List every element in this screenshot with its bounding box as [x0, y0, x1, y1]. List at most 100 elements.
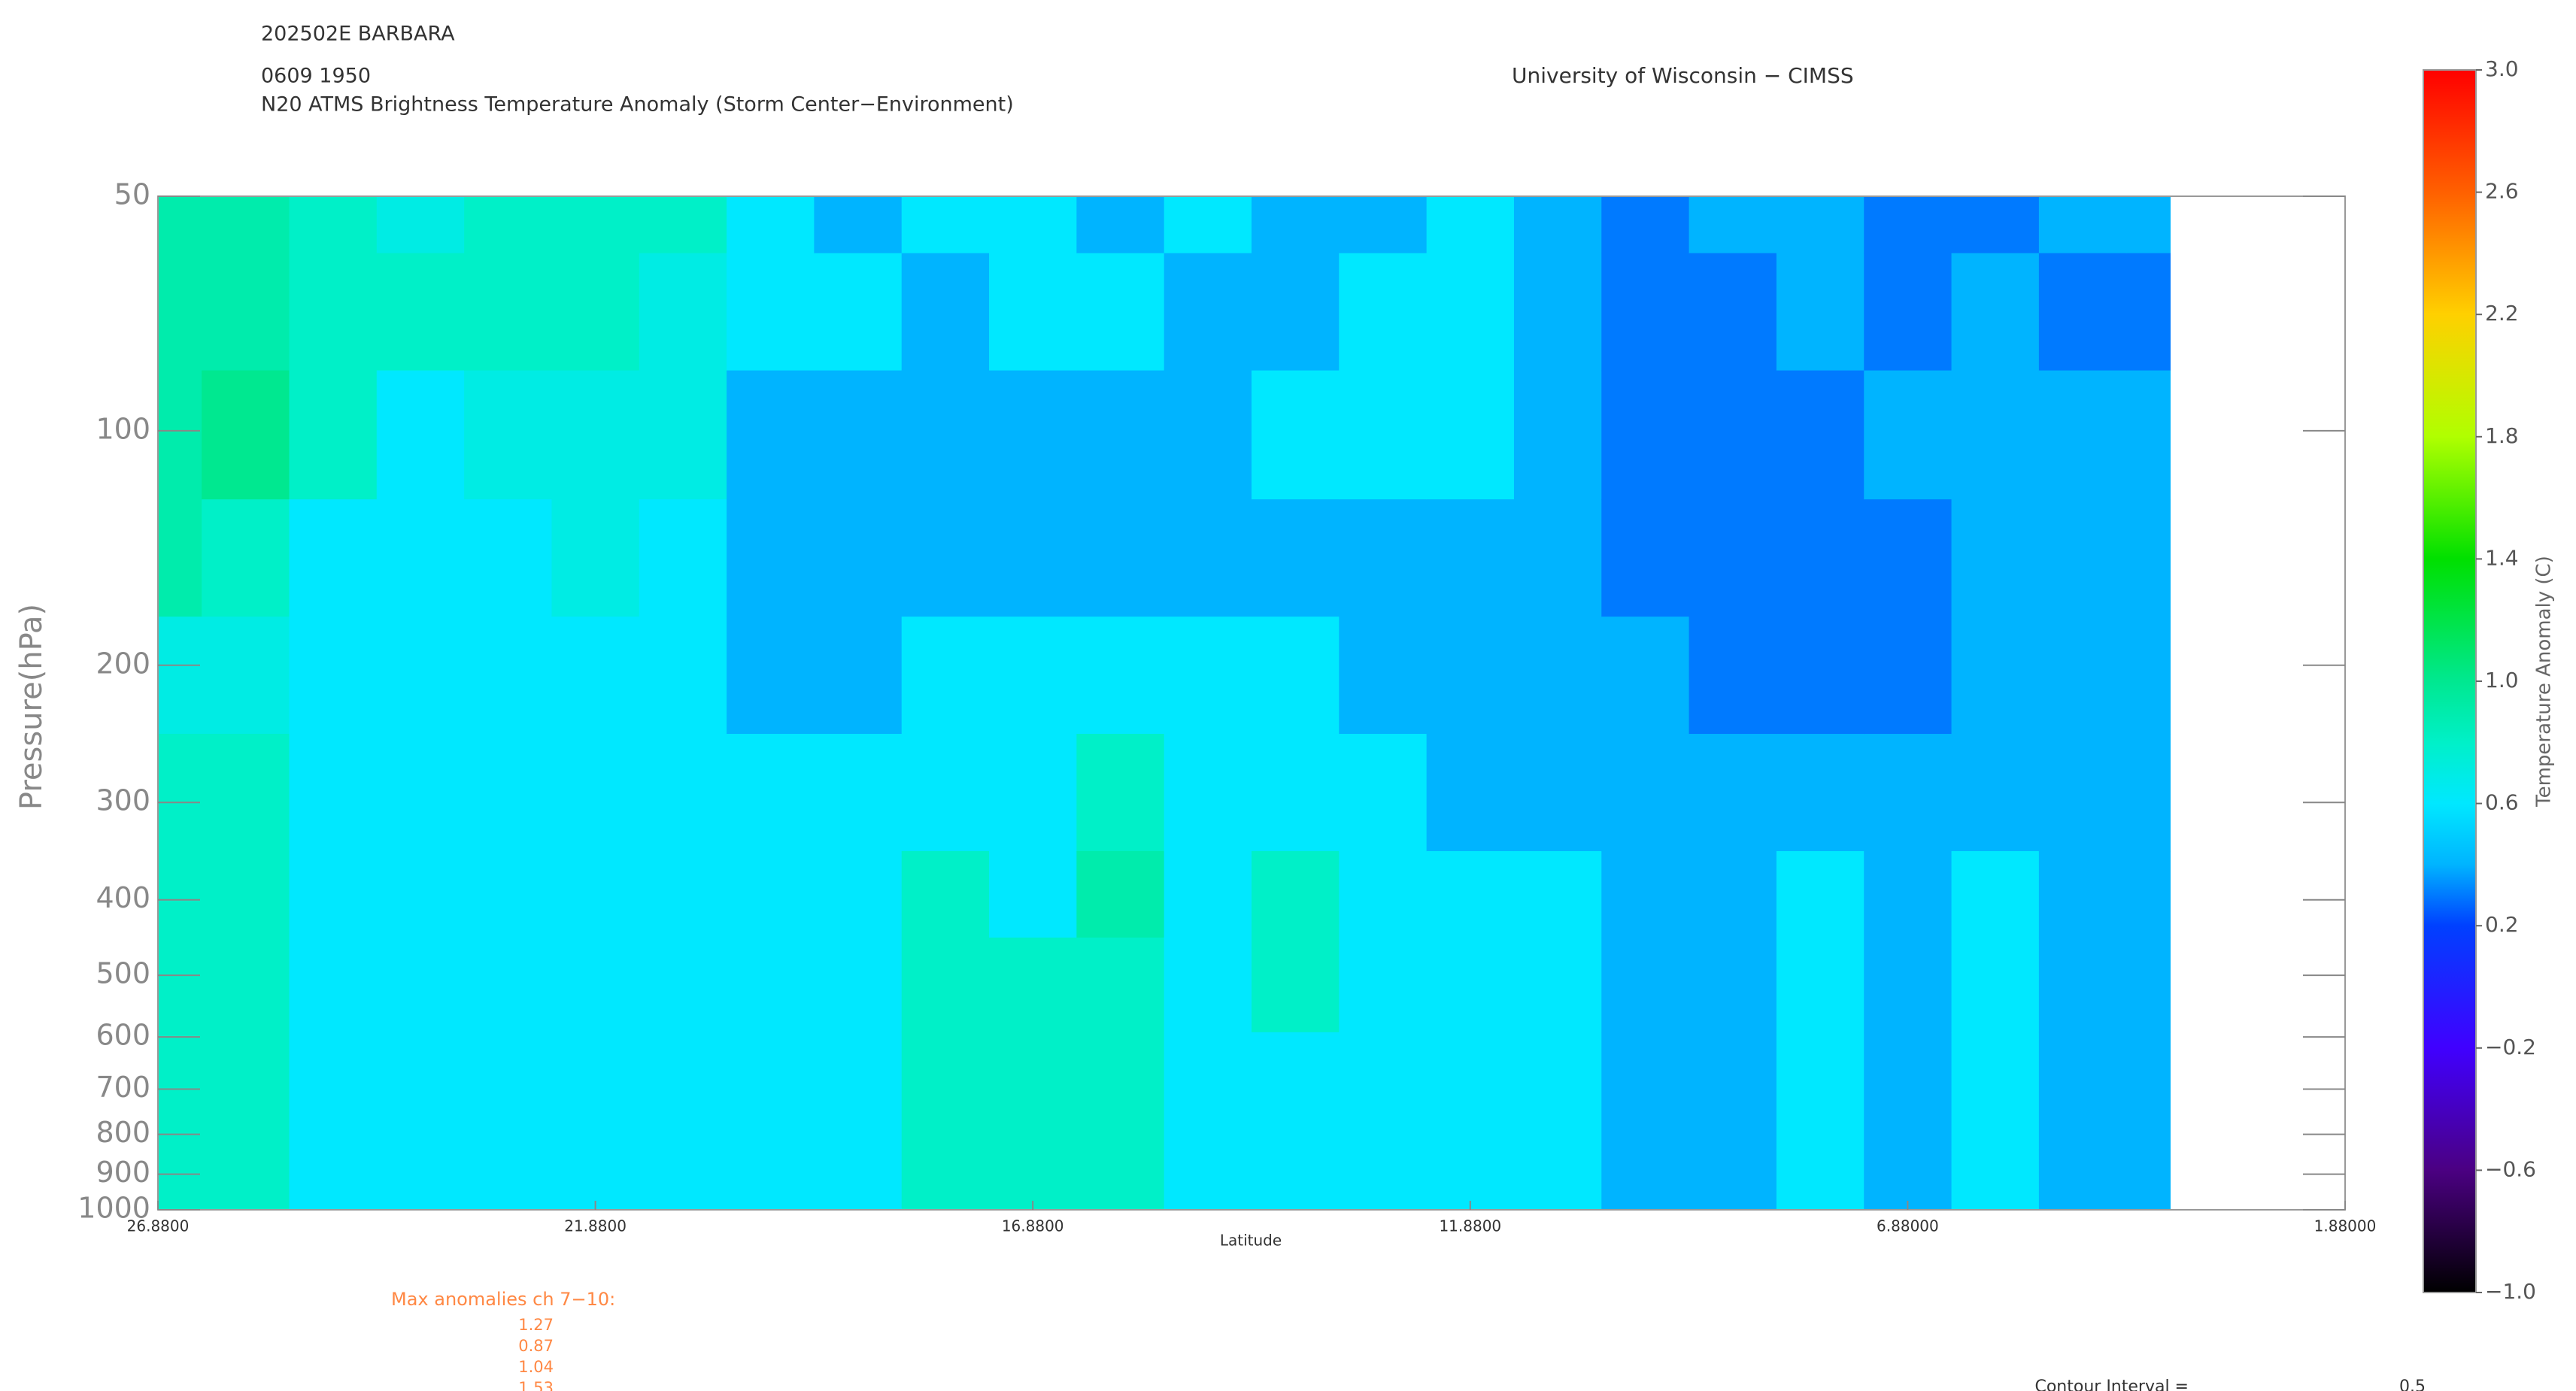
contour-cell	[551, 499, 640, 617]
contour-cell	[639, 253, 727, 371]
contour-cell	[1776, 617, 1864, 735]
contour-cell	[376, 499, 465, 617]
contour-cell	[1951, 196, 2040, 254]
contour-cell	[1164, 196, 1252, 254]
max-anomaly: 1.04	[518, 1358, 554, 1376]
colorbar-tick-label: 3.0	[2485, 56, 2519, 81]
contour-cell	[1426, 370, 1515, 500]
contour-cell	[1252, 617, 1340, 735]
contour-cell	[1164, 370, 1252, 500]
contour-cell	[1513, 196, 1602, 254]
contour-cell	[376, 1149, 465, 1211]
contour-cell	[2126, 1149, 2171, 1211]
y-tick-label: 600	[96, 1019, 150, 1052]
contour-cell	[727, 617, 815, 735]
contour-cell	[1951, 617, 2040, 735]
contour-cell	[814, 734, 903, 852]
colorbar-tick-label: 0.2	[2485, 912, 2519, 937]
contour-cell	[1601, 253, 1690, 371]
contour-cell	[202, 617, 290, 735]
contour-cell	[989, 253, 1077, 371]
contour-cell	[901, 617, 990, 735]
contour-cell	[901, 1032, 990, 1150]
contour-cell	[1951, 850, 2040, 938]
contour-cell	[1252, 370, 1340, 500]
contour-cell	[639, 196, 727, 254]
contour-cell	[989, 734, 1077, 852]
colorbar-tick-label: 2.2	[2485, 301, 2519, 326]
contour-cell	[989, 1149, 1077, 1211]
contour-cell	[727, 370, 815, 500]
contour-cell	[1601, 617, 1690, 735]
contour-cell	[727, 1032, 815, 1150]
contour-cell	[158, 617, 202, 735]
contour-cell	[289, 850, 378, 938]
contour-cell	[464, 850, 553, 938]
contour-cell	[727, 937, 815, 1033]
contour-cell	[1339, 253, 1428, 371]
contour-cell	[1339, 617, 1428, 735]
contour-cell	[639, 937, 727, 1033]
colorbar-tick-label: 2.6	[2485, 179, 2519, 204]
contour-cell	[1252, 253, 1340, 371]
contour-cell	[1601, 370, 1690, 500]
contour-cell	[551, 734, 640, 852]
contour-cell	[2038, 617, 2127, 735]
contour-cell	[1426, 734, 1515, 852]
contour-cell	[376, 196, 465, 254]
contour-cell	[1252, 1032, 1340, 1150]
max-anomaly: 1.27	[518, 1316, 554, 1334]
contour-cell	[1601, 850, 1690, 938]
contour-cell	[464, 937, 553, 1033]
contour-cell	[158, 370, 202, 500]
contour-cell	[1426, 1032, 1515, 1150]
contour-cell	[1426, 1149, 1515, 1211]
contour-cell	[464, 1149, 553, 1211]
contour-cell	[376, 370, 465, 500]
storm-name: 202502E BARBARA	[261, 23, 455, 46]
contour-cell	[1689, 370, 1777, 500]
contour-cell	[1252, 196, 1340, 254]
contour-cell	[289, 734, 378, 852]
colorbar-tick-label: 0.6	[2485, 790, 2519, 815]
contour-cell	[1164, 253, 1252, 371]
contour-cell	[1776, 937, 1864, 1033]
contour-cell	[1164, 1149, 1252, 1211]
contour-cell	[639, 1032, 727, 1150]
contour-cell	[814, 850, 903, 938]
contour-cell	[1951, 937, 2040, 1033]
contour-cell	[464, 617, 553, 735]
contour-cell	[1689, 850, 1777, 938]
contour-cell	[289, 937, 378, 1033]
x-tick-label: 11.8800	[1439, 1217, 1501, 1235]
contour-cell	[1689, 937, 1777, 1033]
contour-cell	[158, 1032, 202, 1150]
contour-cell	[1776, 850, 1864, 938]
max-anomaly: 1.53	[518, 1379, 554, 1391]
contour-cell	[376, 850, 465, 938]
colorbar-tick-label: −0.2	[2485, 1035, 2536, 1059]
contour-cell	[158, 734, 202, 852]
contour-cell	[1513, 499, 1602, 617]
contour-cell	[1076, 1149, 1165, 1211]
contour-cell	[1864, 617, 1952, 735]
x-tick-label: 21.8800	[564, 1217, 627, 1235]
contour-cell	[1252, 499, 1340, 617]
x-tick-label: 16.8800	[1002, 1217, 1064, 1235]
contour-cell	[1339, 1032, 1428, 1150]
contour-cell	[1951, 253, 2040, 371]
contour-cell	[2038, 1032, 2127, 1150]
contour-cell	[901, 1149, 990, 1211]
contour-cell	[1689, 499, 1777, 617]
contour-cell	[1339, 734, 1428, 852]
contour-cell	[551, 253, 640, 371]
contour-cell	[1776, 253, 1864, 371]
contour-cell	[1339, 499, 1428, 617]
contour-cell	[727, 499, 815, 617]
y-tick-label: 500	[96, 957, 150, 990]
contour-cell	[202, 499, 290, 617]
contour-cell	[814, 1032, 903, 1150]
contour-cell	[1076, 196, 1165, 254]
contour-cell	[1339, 1149, 1428, 1211]
time: 0609 1950	[261, 65, 371, 88]
